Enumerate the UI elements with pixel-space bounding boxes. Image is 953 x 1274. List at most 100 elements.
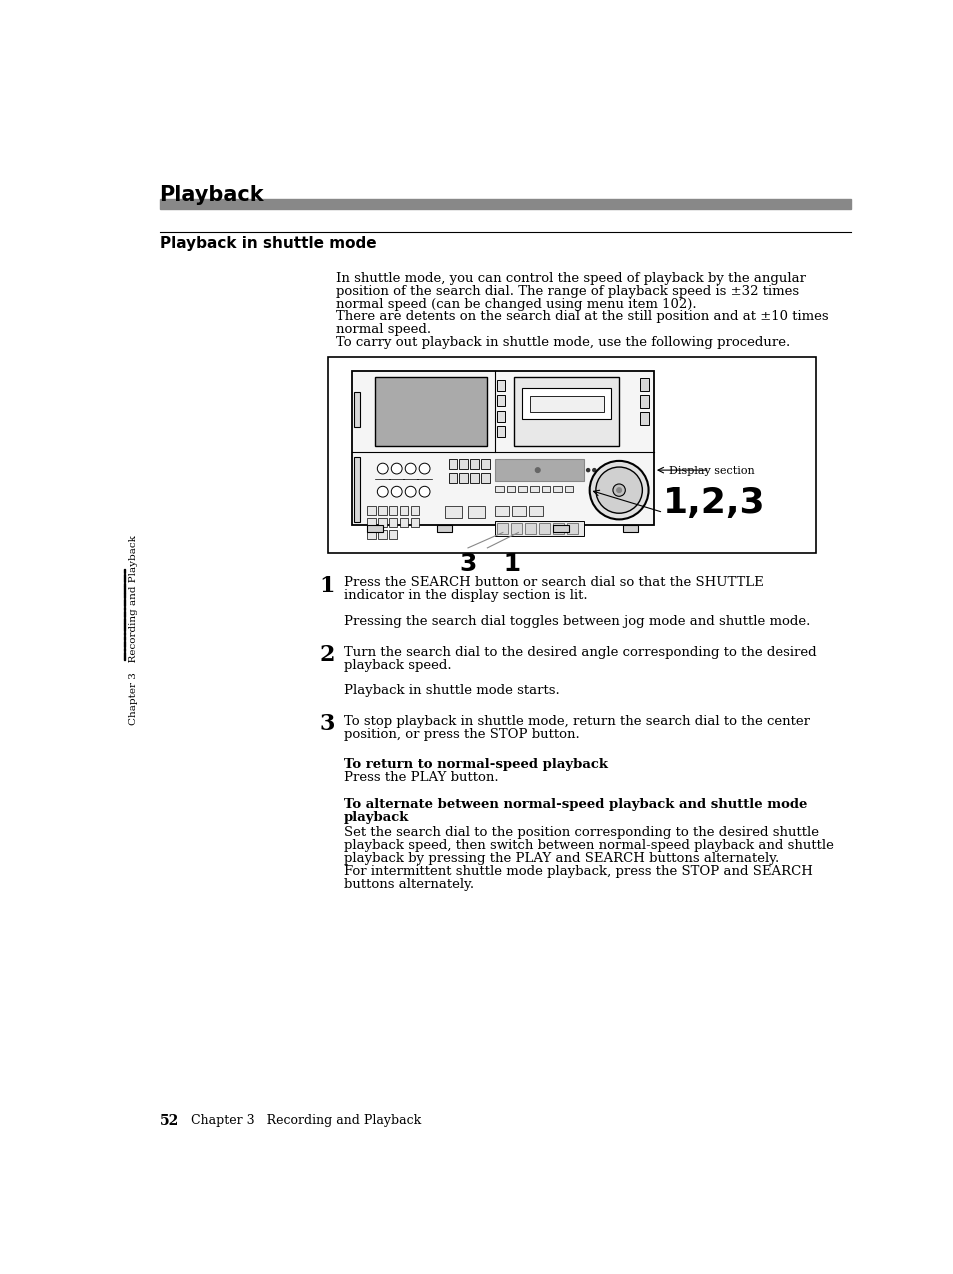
Text: To stop playback in shuttle mode, return the search dial to the center: To stop playback in shuttle mode, return… xyxy=(344,715,809,727)
Bar xyxy=(159,199,850,209)
Bar xyxy=(530,396,603,412)
Bar xyxy=(553,524,563,534)
Circle shape xyxy=(596,468,641,513)
Text: To return to normal-speed playback: To return to normal-speed playback xyxy=(344,758,607,771)
Bar xyxy=(389,506,397,515)
Bar xyxy=(352,371,654,525)
Bar xyxy=(367,525,382,533)
Bar xyxy=(512,506,525,516)
Bar xyxy=(124,582,125,586)
Bar xyxy=(553,525,568,533)
Circle shape xyxy=(418,464,430,474)
Circle shape xyxy=(418,487,430,497)
Bar xyxy=(470,473,478,483)
Bar xyxy=(377,506,386,515)
Text: For intermittent shuttle mode playback, press the STOP and SEARCH: For intermittent shuttle mode playback, … xyxy=(344,865,812,878)
Bar xyxy=(639,413,649,424)
Circle shape xyxy=(391,487,402,497)
Text: playback by pressing the PLAY and SEARCH buttons alternately.: playback by pressing the PLAY and SEARCH… xyxy=(344,852,779,865)
Bar xyxy=(480,460,489,469)
Bar xyxy=(495,485,503,492)
Bar xyxy=(375,377,487,446)
Bar xyxy=(448,460,456,469)
Text: normal speed (can be changed using menu item 102).: normal speed (can be changed using menu … xyxy=(335,298,696,311)
Circle shape xyxy=(535,468,539,473)
Bar xyxy=(124,568,125,573)
Bar xyxy=(436,525,452,533)
Bar xyxy=(389,517,397,527)
Bar xyxy=(468,506,484,517)
Bar xyxy=(367,506,375,515)
Bar xyxy=(514,377,618,446)
Bar xyxy=(470,460,478,469)
Text: Pressing the search dial toggles between jog mode and shuttle mode.: Pressing the search dial toggles between… xyxy=(344,615,809,628)
Bar xyxy=(541,485,550,492)
Text: Playback: Playback xyxy=(159,185,264,205)
Bar xyxy=(448,473,456,483)
Bar xyxy=(367,530,375,539)
Bar xyxy=(511,524,521,534)
Text: To alternate between normal-speed playback and shuttle mode: To alternate between normal-speed playba… xyxy=(344,798,806,812)
Bar xyxy=(480,473,489,483)
Bar xyxy=(495,460,583,480)
Bar xyxy=(444,506,461,517)
Bar xyxy=(367,517,375,527)
Circle shape xyxy=(592,469,596,471)
Text: In shuttle mode, you can control the speed of playback by the angular: In shuttle mode, you can control the spe… xyxy=(335,273,805,285)
Bar xyxy=(124,608,125,610)
Bar xyxy=(564,485,573,492)
Text: normal speed.: normal speed. xyxy=(335,324,431,336)
Text: playback speed.: playback speed. xyxy=(344,659,451,671)
Bar xyxy=(124,652,125,660)
Bar xyxy=(399,506,408,515)
Bar xyxy=(410,506,418,515)
Text: 1: 1 xyxy=(319,575,335,596)
Text: Press the SEARCH button or search dial so that the SHUTTLE: Press the SEARCH button or search dial s… xyxy=(344,576,763,590)
Bar xyxy=(497,427,505,437)
Circle shape xyxy=(586,469,589,471)
Bar xyxy=(506,485,515,492)
Bar xyxy=(124,623,125,631)
Bar xyxy=(124,612,125,617)
Bar xyxy=(124,632,125,634)
Bar xyxy=(495,521,583,536)
Bar xyxy=(459,473,468,483)
Circle shape xyxy=(377,487,388,497)
Bar xyxy=(497,524,508,534)
Bar xyxy=(553,485,561,492)
Bar xyxy=(495,506,509,516)
Bar xyxy=(328,357,815,553)
Text: position, or press the STOP button.: position, or press the STOP button. xyxy=(344,727,579,741)
Circle shape xyxy=(617,488,620,493)
Bar xyxy=(622,525,638,533)
Bar xyxy=(399,517,408,527)
Bar xyxy=(529,506,542,516)
Text: 3: 3 xyxy=(319,713,335,735)
Bar xyxy=(124,618,125,623)
Bar xyxy=(389,530,397,539)
Circle shape xyxy=(405,464,416,474)
Bar xyxy=(521,389,611,419)
Bar xyxy=(459,460,468,469)
Text: There are detents on the search dial at the still position and at ±10 times: There are detents on the search dial at … xyxy=(335,311,828,324)
Circle shape xyxy=(377,464,388,474)
Bar xyxy=(567,524,578,534)
Text: 3   1: 3 1 xyxy=(459,552,521,576)
Bar xyxy=(530,485,537,492)
Bar xyxy=(354,392,360,427)
Text: Press the PLAY button.: Press the PLAY button. xyxy=(344,771,498,785)
Bar xyxy=(377,517,386,527)
Text: indicator in the display section is lit.: indicator in the display section is lit. xyxy=(344,590,587,603)
Text: Turn the search dial to the desired angle corresponding to the desired: Turn the search dial to the desired angl… xyxy=(344,646,816,659)
Text: position of the search dial. The range of playback speed is ±32 times: position of the search dial. The range o… xyxy=(335,285,799,298)
Text: playback: playback xyxy=(344,812,409,824)
Bar xyxy=(124,648,125,651)
Bar xyxy=(497,395,505,406)
Bar xyxy=(497,380,505,391)
Text: Chapter 3   Recording and Playback: Chapter 3 Recording and Playback xyxy=(129,535,137,725)
Text: Playback in shuttle mode: Playback in shuttle mode xyxy=(159,236,375,251)
Text: 52: 52 xyxy=(159,1113,178,1127)
Bar xyxy=(410,517,418,527)
Circle shape xyxy=(598,469,601,471)
Bar xyxy=(525,524,536,534)
